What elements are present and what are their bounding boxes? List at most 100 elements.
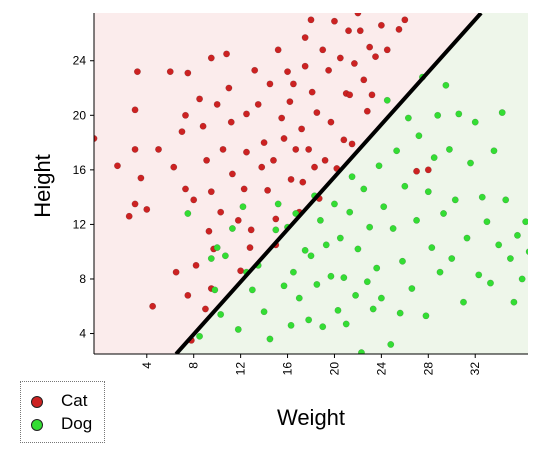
data-point-dog — [404, 114, 412, 122]
x-tick-label: 32 — [468, 362, 482, 376]
data-point-cat — [372, 53, 379, 61]
data-point-dog — [196, 332, 204, 340]
data-point-cat — [131, 106, 139, 114]
data-point-cat — [254, 100, 262, 108]
data-point-cat — [243, 148, 250, 156]
y-tick-label: 4 — [79, 327, 86, 341]
data-point-dog — [289, 268, 297, 276]
data-point-dog — [487, 279, 494, 287]
data-point-dog — [455, 110, 463, 118]
decision-boundary-line — [174, 13, 483, 354]
data-point-cat — [219, 145, 227, 153]
data-point-cat — [395, 25, 403, 33]
data-point-cat — [246, 244, 254, 252]
data-point-cat — [125, 212, 133, 220]
legend-label-dog: Dog — [61, 414, 93, 433]
data-point-cat — [114, 162, 121, 170]
data-point-cat — [308, 88, 316, 96]
data-point-dog — [448, 255, 456, 262]
data-point-dog — [434, 111, 442, 119]
data-point-cat — [243, 110, 250, 118]
data-point-cat — [356, 27, 364, 35]
data-point-dog — [307, 252, 315, 260]
data-point-dog — [445, 145, 453, 153]
x-tick-label: 12 — [234, 362, 248, 376]
data-point-cat — [286, 98, 294, 106]
data-point-dog — [266, 335, 274, 343]
x-tick-label: 28 — [421, 362, 435, 376]
y-tick-label: 12 — [73, 217, 87, 231]
data-point-cat — [278, 114, 286, 122]
data-point-dog — [463, 234, 471, 242]
data-point-cat — [190, 196, 198, 204]
data-point-cat — [149, 302, 157, 310]
data-point-dog — [413, 216, 421, 224]
data-point-cat — [346, 91, 354, 99]
data-point-dog — [213, 244, 221, 252]
data-point-dog — [430, 154, 438, 162]
data-point-cat — [345, 27, 352, 35]
data-point-dog — [424, 188, 432, 196]
legend: Cat Dog — [20, 381, 105, 443]
data-point-cat — [223, 50, 230, 58]
data-point-cat — [401, 16, 409, 24]
data-point-cat — [354, 13, 362, 17]
data-points — [94, 13, 528, 354]
data-point-dog — [234, 325, 242, 333]
data-point-dog — [375, 162, 383, 170]
data-point-dog — [366, 223, 374, 231]
legend-item-cat: Cat — [21, 391, 104, 413]
data-point-dog — [207, 255, 215, 262]
data-point-cat — [301, 34, 309, 42]
data-point-cat — [213, 100, 221, 108]
data-point-cat — [251, 66, 259, 74]
data-point-cat — [301, 62, 309, 70]
data-point-dog — [510, 298, 518, 306]
data-point-cat — [260, 139, 268, 147]
data-point-dog — [383, 96, 391, 104]
data-point-cat — [319, 46, 327, 54]
data-point-cat — [133, 68, 141, 76]
data-point-cat — [172, 268, 180, 276]
data-point-dog — [502, 196, 510, 204]
data-point-cat — [292, 145, 300, 153]
data-point-cat — [377, 21, 385, 29]
data-point-dog — [316, 216, 324, 224]
data-point-dog — [352, 291, 360, 299]
data-point-cat — [360, 76, 368, 84]
data-point-dog — [451, 196, 459, 204]
data-point-dog — [389, 225, 397, 232]
data-point-dog — [336, 234, 344, 242]
y-tick-label: 24 — [73, 54, 87, 68]
data-point-cat — [331, 17, 338, 25]
data-point-cat — [270, 156, 277, 164]
data-point-cat — [383, 46, 391, 54]
data-point-cat — [264, 186, 272, 194]
data-point-dog — [221, 252, 229, 260]
data-point-dog — [217, 310, 225, 318]
dog-region — [176, 13, 528, 354]
data-point-cat — [284, 68, 291, 76]
data-point-cat — [413, 167, 421, 175]
legend-label-cat: Cat — [61, 391, 88, 410]
data-point-cat — [336, 54, 344, 62]
data-point-dog — [327, 272, 335, 280]
data-point-dog — [498, 109, 506, 117]
data-point-cat — [325, 66, 333, 74]
data-point-cat — [424, 166, 432, 174]
data-point-cat — [192, 261, 200, 269]
data-point-cat — [299, 178, 307, 186]
data-point-dog — [393, 147, 401, 155]
data-point-cat — [368, 91, 376, 99]
y-axis-ticks: 4 8 12 16 20 24 — [73, 54, 94, 341]
data-point-dog — [415, 132, 423, 140]
data-point-cat — [131, 200, 139, 208]
data-point-cat — [178, 128, 186, 136]
data-point-cat — [350, 60, 358, 67]
data-point-cat — [240, 185, 248, 193]
data-point-dog — [346, 208, 354, 216]
data-point-dog — [331, 200, 338, 208]
data-point-cat — [182, 111, 189, 119]
data-point-cat — [137, 174, 145, 182]
